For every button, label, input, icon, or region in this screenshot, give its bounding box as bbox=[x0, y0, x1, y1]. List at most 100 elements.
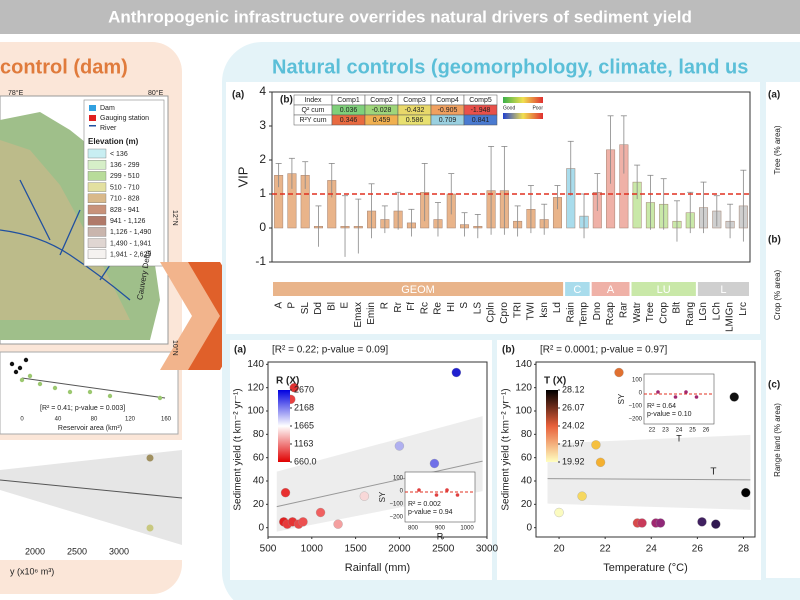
inset-xtick: 22 bbox=[649, 428, 656, 434]
left-inset-point bbox=[27, 373, 33, 379]
inset-xtick: 26 bbox=[703, 428, 710, 434]
y-tick-label: 80 bbox=[521, 429, 533, 440]
x-tick-label: Temp bbox=[579, 302, 590, 327]
x-tick-label: Cpro bbox=[499, 302, 510, 324]
inset-frame bbox=[404, 471, 476, 523]
inset-ytick: 100 bbox=[393, 476, 404, 482]
table-row-label: Q² cum bbox=[302, 107, 325, 114]
group-label: A bbox=[607, 284, 615, 296]
inset-point bbox=[656, 390, 660, 394]
table-header: Index bbox=[304, 97, 322, 104]
x-tick-label: Ld bbox=[552, 302, 563, 313]
chart-title: [R² = 0.0001; p-value = 0.97] bbox=[540, 345, 668, 356]
strip-label: (c) bbox=[768, 380, 780, 391]
group-label: L bbox=[720, 284, 726, 296]
elevation-swatch bbox=[87, 182, 107, 192]
group-label: LU bbox=[657, 284, 671, 296]
x-tick-label: Emin bbox=[366, 302, 377, 325]
trend-line bbox=[276, 460, 483, 508]
x-tick-label: Crop bbox=[658, 302, 669, 324]
elevation-label: 510 - 710 bbox=[110, 184, 140, 191]
y-tick-label: 40 bbox=[521, 476, 533, 487]
x-axis-label: Temperature (°C) bbox=[603, 562, 687, 574]
x-tick-label: 3000 bbox=[476, 544, 499, 555]
table-legend-label: Poor bbox=[532, 105, 543, 111]
left-inset-stats: [R² = 0.41; p-value = 0.003] bbox=[40, 405, 125, 412]
inset-point bbox=[455, 493, 460, 497]
map-legend-symbol bbox=[89, 125, 96, 127]
map-legend-label: River bbox=[100, 125, 117, 132]
x-tick-label: A bbox=[273, 302, 284, 309]
strip-label: (a) bbox=[768, 90, 780, 101]
trend-label: T bbox=[710, 466, 716, 477]
inset-xlabel: T bbox=[676, 433, 682, 443]
inset-ytick: −200 bbox=[389, 515, 403, 521]
elevation-label: 941 - 1,126 bbox=[110, 218, 146, 225]
elevation-label: 828 - 941 bbox=[110, 207, 140, 214]
y-tick-label: 100 bbox=[247, 406, 264, 417]
point bbox=[591, 440, 601, 450]
group-label: GEOM bbox=[401, 284, 435, 296]
x-tick-label: Blt bbox=[672, 302, 683, 314]
x-tick-label: 24 bbox=[646, 544, 658, 555]
point bbox=[315, 507, 326, 518]
elevation-swatch bbox=[87, 171, 107, 181]
elevation-label: 299 - 510 bbox=[110, 173, 140, 180]
table-header: Comp3 bbox=[403, 97, 426, 104]
panel-label: (a) bbox=[232, 90, 244, 101]
colorbar bbox=[278, 390, 290, 462]
x-tick-label: 28 bbox=[738, 544, 750, 555]
table-header: Comp1 bbox=[337, 97, 360, 104]
left-bottom-xtick: 2000 bbox=[25, 546, 45, 556]
point bbox=[429, 458, 440, 469]
map-lat-label: 12°N bbox=[171, 210, 179, 226]
colorbar-label: T (X) bbox=[544, 376, 566, 387]
table-header: Comp4 bbox=[436, 97, 459, 104]
table-value: -0.905 bbox=[438, 107, 458, 114]
y-tick-label: 60 bbox=[521, 452, 533, 463]
group-band bbox=[697, 282, 749, 296]
elevation-label: 1,126 - 1,490 bbox=[110, 229, 151, 236]
left-inset-point bbox=[9, 361, 15, 367]
map-river bbox=[0, 179, 131, 301]
y-tick-label: 40 bbox=[253, 476, 265, 487]
left-bottom-xtick: 3000 bbox=[109, 546, 129, 556]
x-tick-label: SL bbox=[300, 302, 311, 315]
x-tick-label: 2000 bbox=[388, 544, 411, 555]
group-band bbox=[631, 282, 696, 296]
x-tick-label: E bbox=[340, 302, 351, 309]
strip-label: (b) bbox=[768, 235, 781, 246]
point bbox=[595, 457, 606, 467]
x-tick-label: ksn bbox=[539, 302, 550, 318]
table-value: -0.028 bbox=[372, 107, 392, 114]
left-inset-point bbox=[52, 385, 58, 391]
inset-xtick: 800 bbox=[408, 526, 419, 532]
left-inset-xtick: 120 bbox=[125, 417, 136, 423]
table-header: Comp5 bbox=[469, 97, 492, 104]
x-tick-label: Tree bbox=[645, 302, 656, 323]
point bbox=[697, 517, 707, 527]
right-heading: Natural controls (geomorphology, climate… bbox=[272, 56, 748, 78]
x-tick-label: Rc bbox=[419, 302, 430, 314]
map-legend-symbol bbox=[89, 105, 96, 111]
x-tick-label: Ff bbox=[406, 302, 417, 311]
inset-frame bbox=[643, 373, 715, 425]
colorbar-tick-label: 660.0 bbox=[294, 456, 317, 466]
elevation-swatch bbox=[87, 148, 107, 159]
elevation-label: < 136 bbox=[110, 151, 128, 158]
strip-ylabel: Range land (% area) bbox=[773, 403, 782, 477]
inset-point bbox=[673, 395, 678, 399]
x-tick-label: 500 bbox=[260, 544, 277, 555]
x-tick-label: S bbox=[459, 302, 470, 309]
y-tick-label: 20 bbox=[521, 499, 533, 510]
point bbox=[655, 518, 666, 528]
left-bottom-point bbox=[146, 454, 154, 462]
x-tick-label: TWI bbox=[526, 302, 537, 320]
map-legend-title: Elevation (m) bbox=[88, 137, 139, 146]
x-tick-label: Emax bbox=[353, 302, 364, 328]
colorbar-tick-label: 1163 bbox=[294, 438, 313, 448]
point bbox=[394, 441, 405, 451]
elevation-label: 1,490 - 1,941 bbox=[110, 240, 151, 247]
x-tick-label: LMIGn bbox=[725, 302, 736, 332]
x-tick-label: Lrc bbox=[738, 302, 749, 316]
